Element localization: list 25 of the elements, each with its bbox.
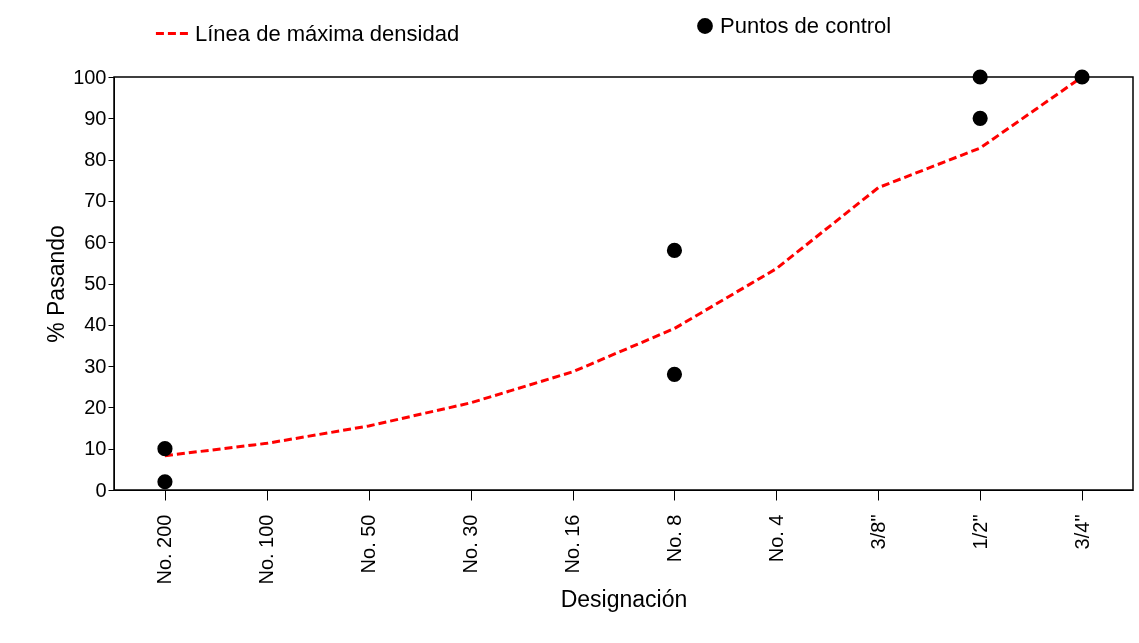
x-tick-label: 1/2" xyxy=(968,514,991,550)
x-tick-label: No. 50 xyxy=(357,514,380,574)
y-tick-label: 20 xyxy=(84,395,107,418)
x-tick-label: 3/8" xyxy=(866,514,889,550)
x-tick-label: No. 200 xyxy=(153,514,176,585)
y-tick-label: 40 xyxy=(84,313,107,336)
x-tick-label: 3/4" xyxy=(1070,514,1093,550)
y-tick-label: 60 xyxy=(84,230,107,253)
y-tick-label: 70 xyxy=(84,189,107,212)
y-tick-label: 80 xyxy=(84,148,107,171)
y-tick-label: 90 xyxy=(84,106,107,129)
x-tick-label: No. 8 xyxy=(662,514,685,563)
y-tick-label: 10 xyxy=(84,437,107,460)
y-axis-title: % Pasando xyxy=(43,225,70,343)
x-tick-label: No. 30 xyxy=(459,514,482,574)
y-tick-label: 30 xyxy=(84,354,107,377)
x-axis-title: Designación xyxy=(560,585,688,612)
x-tick-label: No. 4 xyxy=(764,514,787,563)
x-tick-label: No. 100 xyxy=(255,514,278,585)
y-tick-label: 100 xyxy=(73,65,107,88)
x-tick-label: No. 16 xyxy=(561,514,584,574)
legend-label: Línea de máxima densidad xyxy=(195,20,460,46)
y-tick-label: 50 xyxy=(84,272,107,294)
y-tick-label: 0 xyxy=(95,478,107,501)
legend-label: Puntos de control xyxy=(720,13,892,38)
